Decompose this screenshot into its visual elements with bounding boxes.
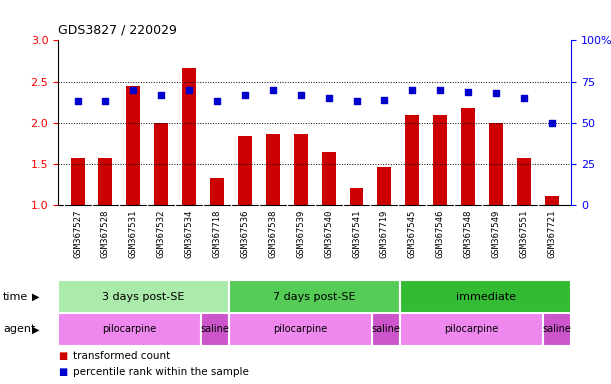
Text: GSM367549: GSM367549 xyxy=(491,209,500,258)
Text: ▶: ▶ xyxy=(32,291,39,302)
Bar xyxy=(321,152,335,205)
Point xyxy=(547,120,557,126)
Bar xyxy=(461,108,475,205)
Point xyxy=(324,95,334,101)
Point xyxy=(379,97,389,103)
Bar xyxy=(349,188,364,205)
Text: ▶: ▶ xyxy=(32,324,39,334)
Text: saline: saline xyxy=(543,324,571,334)
Text: GSM367531: GSM367531 xyxy=(129,209,138,258)
Point xyxy=(463,88,473,94)
Text: pilocarpine: pilocarpine xyxy=(102,324,156,334)
Point xyxy=(491,90,501,96)
Point xyxy=(185,87,194,93)
Text: 7 days post-SE: 7 days post-SE xyxy=(273,291,356,302)
Point xyxy=(101,98,111,104)
Text: GSM367551: GSM367551 xyxy=(519,209,529,258)
Bar xyxy=(489,123,503,205)
Text: GSM367538: GSM367538 xyxy=(268,209,277,258)
Text: GDS3827 / 220029: GDS3827 / 220029 xyxy=(58,23,177,36)
Bar xyxy=(155,123,168,205)
Text: GSM367719: GSM367719 xyxy=(380,209,389,258)
Bar xyxy=(58,313,200,346)
Bar xyxy=(266,134,280,205)
Text: GSM367536: GSM367536 xyxy=(241,209,249,258)
Bar xyxy=(238,136,252,205)
Text: GSM367721: GSM367721 xyxy=(547,209,556,258)
Text: agent: agent xyxy=(3,324,35,334)
Text: transformed count: transformed count xyxy=(73,351,170,361)
Bar xyxy=(58,280,229,313)
Bar xyxy=(545,195,558,205)
Point xyxy=(73,98,82,104)
Bar xyxy=(517,158,531,205)
Bar xyxy=(98,158,112,205)
Bar xyxy=(400,280,571,313)
Bar xyxy=(543,313,571,346)
Point xyxy=(240,92,250,98)
Bar xyxy=(371,313,400,346)
Text: GSM367539: GSM367539 xyxy=(296,209,306,258)
Bar xyxy=(71,158,84,205)
Text: GSM367527: GSM367527 xyxy=(73,209,82,258)
Point xyxy=(408,87,417,93)
Point xyxy=(212,98,222,104)
Text: ■: ■ xyxy=(58,351,67,361)
Bar xyxy=(200,313,229,346)
Bar xyxy=(229,280,400,313)
Bar xyxy=(182,68,196,205)
Point xyxy=(128,87,138,93)
Text: GSM367546: GSM367546 xyxy=(436,209,445,258)
Text: GSM367548: GSM367548 xyxy=(464,209,472,258)
Text: percentile rank within the sample: percentile rank within the sample xyxy=(73,367,249,377)
Bar xyxy=(405,116,419,205)
Bar xyxy=(294,134,308,205)
Point xyxy=(268,87,278,93)
Text: time: time xyxy=(3,291,28,302)
Text: ■: ■ xyxy=(58,367,67,377)
Text: pilocarpine: pilocarpine xyxy=(444,324,499,334)
Text: GSM367541: GSM367541 xyxy=(352,209,361,258)
Bar xyxy=(378,167,392,205)
Bar xyxy=(210,178,224,205)
Text: saline: saline xyxy=(371,324,400,334)
Point xyxy=(156,92,166,98)
Text: 3 days post-SE: 3 days post-SE xyxy=(103,291,185,302)
Text: GSM367718: GSM367718 xyxy=(213,209,222,258)
Point xyxy=(435,87,445,93)
Bar xyxy=(126,86,141,205)
Text: GSM367540: GSM367540 xyxy=(324,209,333,258)
Bar xyxy=(229,313,371,346)
Text: GSM367528: GSM367528 xyxy=(101,209,110,258)
Point xyxy=(519,95,529,101)
Text: pilocarpine: pilocarpine xyxy=(273,324,327,334)
Point xyxy=(351,98,361,104)
Bar xyxy=(433,116,447,205)
Point xyxy=(296,92,306,98)
Text: GSM367545: GSM367545 xyxy=(408,209,417,258)
Text: immediate: immediate xyxy=(456,291,516,302)
Text: saline: saline xyxy=(200,324,229,334)
Bar xyxy=(400,313,543,346)
Text: GSM367532: GSM367532 xyxy=(157,209,166,258)
Text: GSM367534: GSM367534 xyxy=(185,209,194,258)
